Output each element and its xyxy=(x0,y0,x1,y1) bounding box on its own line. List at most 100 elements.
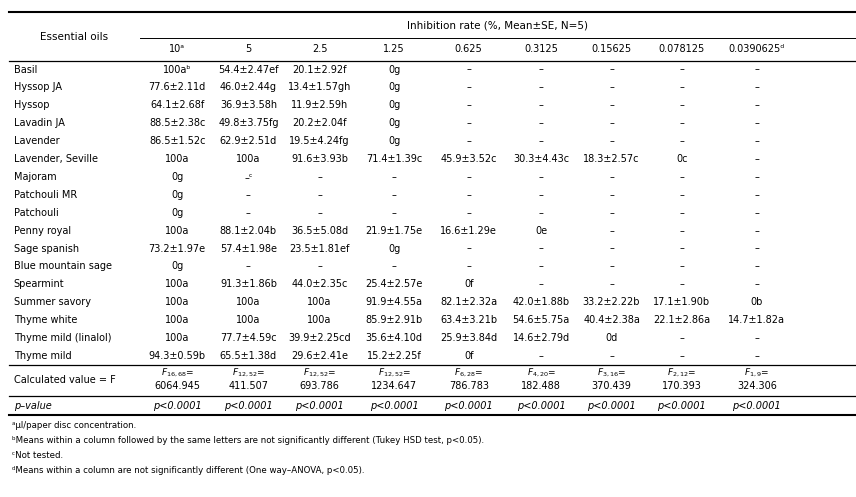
Text: –: – xyxy=(754,118,759,128)
Text: p<0.0001: p<0.0001 xyxy=(587,401,636,411)
Text: 42.0±1.88b: 42.0±1.88b xyxy=(513,297,570,307)
Text: –: – xyxy=(754,172,759,182)
Text: 36.9±3.58h: 36.9±3.58h xyxy=(220,100,277,110)
Text: 0.15625: 0.15625 xyxy=(591,44,632,55)
Text: 36.5±5.08d: 36.5±5.08d xyxy=(291,226,348,236)
Text: –: – xyxy=(609,136,614,146)
Text: 0.3125: 0.3125 xyxy=(524,44,558,55)
Text: –: – xyxy=(754,65,759,75)
Text: 0b: 0b xyxy=(751,297,763,307)
Text: 20.2±2.04f: 20.2±2.04f xyxy=(292,118,347,128)
Text: –: – xyxy=(680,118,684,128)
Text: Hyssop JA: Hyssop JA xyxy=(14,83,62,92)
Text: 5: 5 xyxy=(246,44,252,55)
Text: –: – xyxy=(538,279,544,289)
Text: Inhibition rate (%, Mean±SE, N=5): Inhibition rate (%, Mean±SE, N=5) xyxy=(407,20,588,30)
Text: –: – xyxy=(467,261,471,271)
Text: 22.1±2.86a: 22.1±2.86a xyxy=(653,315,710,325)
Text: 14.7±1.82a: 14.7±1.82a xyxy=(728,315,785,325)
Text: 88.1±2.04b: 88.1±2.04b xyxy=(220,226,277,236)
Text: Sage spanish: Sage spanish xyxy=(14,244,79,253)
Text: p<0.0001: p<0.0001 xyxy=(517,401,566,411)
Text: –: – xyxy=(680,226,684,236)
Text: 100a: 100a xyxy=(165,154,189,164)
Text: –: – xyxy=(467,118,471,128)
Text: –: – xyxy=(246,261,251,271)
Text: Thyme mild: Thyme mild xyxy=(14,351,71,361)
Text: –: – xyxy=(609,83,614,92)
Text: –: – xyxy=(680,83,684,92)
Text: 88.5±2.38c: 88.5±2.38c xyxy=(149,118,205,128)
Text: –: – xyxy=(609,279,614,289)
Text: 13.4±1.57gh: 13.4±1.57gh xyxy=(288,83,351,92)
Text: ᵃμl/paper disc concentration.: ᵃμl/paper disc concentration. xyxy=(12,421,136,430)
Text: p<0.0001: p<0.0001 xyxy=(370,401,419,411)
Text: 100a: 100a xyxy=(307,297,332,307)
Text: 0f: 0f xyxy=(464,351,473,361)
Text: ᶜNot tested.: ᶜNot tested. xyxy=(12,451,63,460)
Text: 0g: 0g xyxy=(171,208,183,218)
Text: –: – xyxy=(609,351,614,361)
Text: 17.1±1.90b: 17.1±1.90b xyxy=(653,297,710,307)
Text: 0.0390625ᵈ: 0.0390625ᵈ xyxy=(728,44,785,55)
Text: –: – xyxy=(680,65,684,75)
Text: –: – xyxy=(467,190,471,200)
Text: –: – xyxy=(754,226,759,236)
Text: –: – xyxy=(467,100,471,110)
Text: 100a: 100a xyxy=(165,226,189,236)
Text: –: – xyxy=(754,136,759,146)
Text: –: – xyxy=(609,172,614,182)
Text: p–value: p–value xyxy=(14,401,51,411)
Text: –: – xyxy=(467,172,471,182)
Text: –: – xyxy=(754,244,759,253)
Text: Spearmint: Spearmint xyxy=(14,279,64,289)
Text: 35.6±4.10d: 35.6±4.10d xyxy=(366,333,423,343)
Text: Patchouli: Patchouli xyxy=(14,208,58,218)
Text: –: – xyxy=(392,261,396,271)
Text: Summer savory: Summer savory xyxy=(14,297,91,307)
Text: $F_{4,20}$=: $F_{4,20}$= xyxy=(526,367,556,379)
Text: Lavender, Seville: Lavender, Seville xyxy=(14,154,98,164)
Text: 62.9±2.51d: 62.9±2.51d xyxy=(220,136,277,146)
Text: 29.6±2.41e: 29.6±2.41e xyxy=(291,351,348,361)
Text: –: – xyxy=(680,100,684,110)
Text: 100a: 100a xyxy=(165,333,189,343)
Text: $F_{12,52}$=: $F_{12,52}$= xyxy=(377,367,411,379)
Text: 0g: 0g xyxy=(388,83,401,92)
Text: 6064.945: 6064.945 xyxy=(154,381,200,391)
Text: 10ᵃ: 10ᵃ xyxy=(169,44,185,55)
Text: 100a: 100a xyxy=(236,297,260,307)
Text: 411.507: 411.507 xyxy=(229,381,269,391)
Text: 324.306: 324.306 xyxy=(737,381,776,391)
Text: 91.6±3.93b: 91.6±3.93b xyxy=(291,154,348,164)
Text: 100a: 100a xyxy=(165,297,189,307)
Text: Thyme white: Thyme white xyxy=(14,315,77,325)
Text: –: – xyxy=(538,136,544,146)
Text: –: – xyxy=(680,351,684,361)
Text: 14.6±2.79d: 14.6±2.79d xyxy=(513,333,570,343)
Text: Penny royal: Penny royal xyxy=(14,226,71,236)
Text: –: – xyxy=(538,100,544,110)
Text: 65.5±1.38d: 65.5±1.38d xyxy=(220,351,277,361)
Text: 25.9±3.84d: 25.9±3.84d xyxy=(440,333,497,343)
Text: Hyssop: Hyssop xyxy=(14,100,49,110)
Text: 0g: 0g xyxy=(171,261,183,271)
Text: 100a: 100a xyxy=(236,154,260,164)
Text: 170.393: 170.393 xyxy=(662,381,702,391)
Text: 71.4±1.39c: 71.4±1.39c xyxy=(366,154,422,164)
Text: –: – xyxy=(680,136,684,146)
Text: 0g: 0g xyxy=(388,136,401,146)
Text: –: – xyxy=(754,279,759,289)
Text: Blue mountain sage: Blue mountain sage xyxy=(14,261,111,271)
Text: 45.9±3.52c: 45.9±3.52c xyxy=(441,154,497,164)
Text: –: – xyxy=(317,208,322,218)
Text: –ᶜ: –ᶜ xyxy=(244,172,253,182)
Text: –: – xyxy=(609,100,614,110)
Text: 73.2±1.97e: 73.2±1.97e xyxy=(149,244,205,253)
Text: 82.1±2.32a: 82.1±2.32a xyxy=(440,297,497,307)
Text: 33.2±2.22b: 33.2±2.22b xyxy=(583,297,640,307)
Text: 100a: 100a xyxy=(307,315,332,325)
Text: 85.9±2.91b: 85.9±2.91b xyxy=(366,315,423,325)
Text: $F_{6,28}$=: $F_{6,28}$= xyxy=(454,367,484,379)
Text: –: – xyxy=(538,351,544,361)
